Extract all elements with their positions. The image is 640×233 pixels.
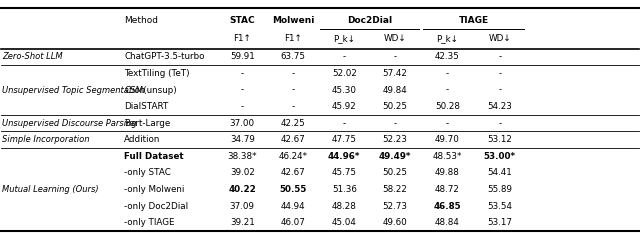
Text: 53.54: 53.54 [487,202,512,211]
Text: F1↑: F1↑ [234,34,251,43]
Text: -: - [292,69,295,78]
Text: -: - [498,52,501,61]
Text: Addition: Addition [124,135,161,144]
Text: WD↓: WD↓ [488,34,511,43]
Text: 53.17: 53.17 [487,218,512,227]
Text: 42.25: 42.25 [281,119,306,128]
Text: 49.88: 49.88 [435,168,460,177]
Text: 48.84: 48.84 [435,218,460,227]
Text: 63.75: 63.75 [281,52,306,61]
Text: 37.09: 37.09 [230,202,255,211]
Text: -: - [241,102,244,111]
Text: Doc2Dial: Doc2Dial [347,16,392,25]
Text: Zero-Shot LLM: Zero-Shot LLM [2,52,63,61]
Text: Full Dataset: Full Dataset [124,152,184,161]
Text: 51.36: 51.36 [332,185,356,194]
Text: DialSTART: DialSTART [124,102,169,111]
Text: 50.25: 50.25 [383,168,408,177]
Text: 58.22: 58.22 [383,185,408,194]
Text: -: - [446,86,449,95]
Text: 46.24*: 46.24* [278,152,308,161]
Text: -only STAC: -only STAC [124,168,172,177]
Text: 39.21: 39.21 [230,218,255,227]
Text: -: - [342,119,346,128]
Text: 49.60: 49.60 [383,218,408,227]
Text: 46.85: 46.85 [434,202,461,211]
Text: 55.89: 55.89 [487,185,512,194]
Text: 57.42: 57.42 [383,69,408,78]
Text: -: - [342,52,346,61]
Text: -: - [241,86,244,95]
Text: 42.67: 42.67 [281,168,306,177]
Text: -: - [498,86,501,95]
Text: Molweni: Molweni [272,16,314,25]
Text: 48.28: 48.28 [332,202,356,211]
Text: Bart-Large: Bart-Large [124,119,171,128]
Text: 50.25: 50.25 [383,102,408,111]
Text: 52.73: 52.73 [383,202,408,211]
Text: TIAGE: TIAGE [458,16,488,25]
Text: 45.75: 45.75 [332,168,356,177]
Text: 42.35: 42.35 [435,52,460,61]
Text: -: - [394,119,397,128]
Text: TextTiling (TeT): TextTiling (TeT) [124,69,190,78]
Text: 54.41: 54.41 [487,168,512,177]
Text: Simple Incorporation: Simple Incorporation [2,135,90,144]
Text: ChatGPT-3.5-turbo: ChatGPT-3.5-turbo [124,52,205,61]
Text: -only TIAGE: -only TIAGE [124,218,175,227]
Text: Mutual Learning (Ours): Mutual Learning (Ours) [2,185,99,194]
Text: 48.53*: 48.53* [433,152,462,161]
Text: 49.84: 49.84 [383,86,408,95]
Text: 45.04: 45.04 [332,218,356,227]
Text: WD↓: WD↓ [384,34,406,43]
Text: 45.30: 45.30 [332,86,356,95]
Text: -only Molweni: -only Molweni [124,185,185,194]
Text: -: - [292,102,295,111]
Text: 54.23: 54.23 [487,102,512,111]
Text: STAC: STAC [230,16,255,25]
Text: P_k↓: P_k↓ [436,34,458,43]
Text: 39.02: 39.02 [230,168,255,177]
Text: 34.79: 34.79 [230,135,255,144]
Text: 49.49*: 49.49* [379,152,412,161]
Text: 52.23: 52.23 [383,135,408,144]
Text: -: - [498,119,501,128]
Text: 42.67: 42.67 [281,135,306,144]
Text: -: - [241,69,244,78]
Text: 37.00: 37.00 [230,119,255,128]
Text: 53.12: 53.12 [487,135,512,144]
Text: 48.72: 48.72 [435,185,460,194]
Text: Unsupervised Topic Segmentation: Unsupervised Topic Segmentation [2,86,145,95]
Text: -: - [446,69,449,78]
Text: 49.70: 49.70 [435,135,460,144]
Text: 52.02: 52.02 [332,69,356,78]
Text: CSM(unsup): CSM(unsup) [124,86,177,95]
Text: -: - [498,69,501,78]
Text: -: - [394,52,397,61]
Text: 44.94: 44.94 [281,202,305,211]
Text: 53.00*: 53.00* [484,152,516,161]
Text: Method: Method [124,16,158,25]
Text: 59.91: 59.91 [230,52,255,61]
Text: -: - [292,86,295,95]
Text: 45.92: 45.92 [332,102,356,111]
Text: P_k↓: P_k↓ [333,34,355,43]
Text: 38.38*: 38.38* [227,152,257,161]
Text: 40.22: 40.22 [228,185,256,194]
Text: Unsupervised Discourse Parsing: Unsupervised Discourse Parsing [2,119,137,128]
Text: F1↑: F1↑ [284,34,302,43]
Text: 46.07: 46.07 [281,218,306,227]
Text: -: - [446,119,449,128]
Text: 44.96*: 44.96* [328,152,360,161]
Text: 47.75: 47.75 [332,135,356,144]
Text: -only Doc2Dial: -only Doc2Dial [124,202,189,211]
Text: 50.55: 50.55 [280,185,307,194]
Text: 50.28: 50.28 [435,102,460,111]
